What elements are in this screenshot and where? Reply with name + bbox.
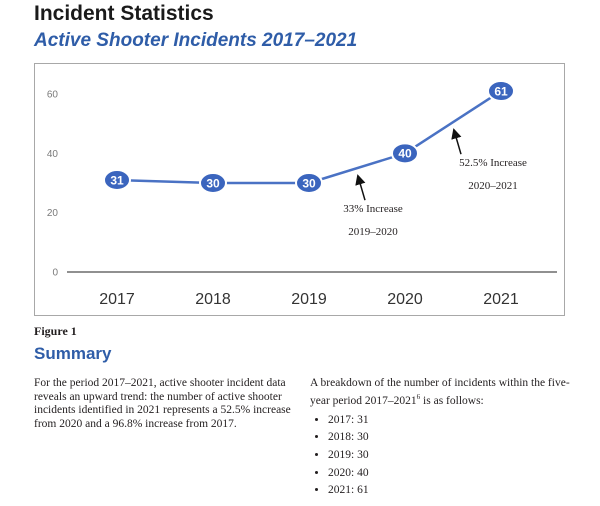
data-point	[487, 80, 515, 103]
footnote-marker: 6	[416, 392, 421, 401]
figure-label: Figure 1	[34, 324, 77, 338]
page-title: Incident Statistics	[34, 2, 214, 25]
data-label: 61	[494, 84, 508, 98]
data-point	[391, 142, 419, 165]
breakdown-list: 2017: 31 2018: 30 2019: 30 2020: 40 2021…	[310, 412, 572, 500]
series-line	[116, 89, 502, 185]
breakdown-item: 2020: 40	[328, 465, 572, 483]
x-tick-label: 2017	[99, 291, 135, 308]
annotation-text: 2020–2021	[468, 180, 518, 192]
breakdown-item: 2018: 30	[328, 429, 572, 447]
annotation-text: 33% Increase	[343, 203, 403, 215]
summary-paragraph: For the period 2017–2021, active shooter…	[34, 377, 291, 430]
data-label: 30	[206, 176, 220, 190]
breakdown-intro: A breakdown of the number of incidents w…	[310, 377, 572, 408]
data-label: 31	[110, 173, 124, 187]
data-point	[199, 172, 227, 194]
annotation-arrow	[355, 174, 366, 201]
annotation-text: 2019–2020	[348, 226, 398, 238]
y-tick-label: 0	[52, 268, 58, 279]
annotation-text: 52.5% Increase	[459, 157, 527, 169]
data-label: 40	[398, 147, 412, 161]
breakdown-section: A breakdown of the number of incidents w…	[310, 377, 572, 500]
y-tick-label: 40	[47, 149, 59, 160]
data-point	[103, 169, 131, 192]
breakdown-intro-tail: is as follows:	[420, 394, 484, 407]
x-tick-label: 2020	[387, 291, 423, 308]
x-tick-label: 2021	[483, 291, 519, 308]
breakdown-item: 2021: 61	[328, 482, 572, 500]
breakdown-item: 2017: 31	[328, 412, 572, 430]
x-tick-label: 2018	[195, 291, 231, 308]
breakdown-intro-text: A breakdown of the number of incidents w…	[310, 377, 570, 407]
y-tick-label: 60	[47, 90, 59, 101]
summary-heading: Summary	[34, 344, 112, 363]
page-subtitle: Active Shooter Incidents 2017–2021	[34, 30, 358, 51]
breakdown-item: 2019: 30	[328, 447, 572, 465]
y-tick-label: 20	[47, 208, 59, 219]
chart-frame: 0 20 40 60 2017 2018 2019 2020 2021 31 30 30 40 61 33%…	[34, 63, 565, 316]
annotation-arrow	[451, 128, 462, 155]
data-label: 30	[302, 176, 316, 190]
x-tick-label: 2019	[291, 291, 327, 308]
data-point	[295, 172, 323, 194]
line-chart: 0 20 40 60 2017 2018 2019 2020 2021 31 30 30 40 61 33%…	[47, 80, 557, 308]
